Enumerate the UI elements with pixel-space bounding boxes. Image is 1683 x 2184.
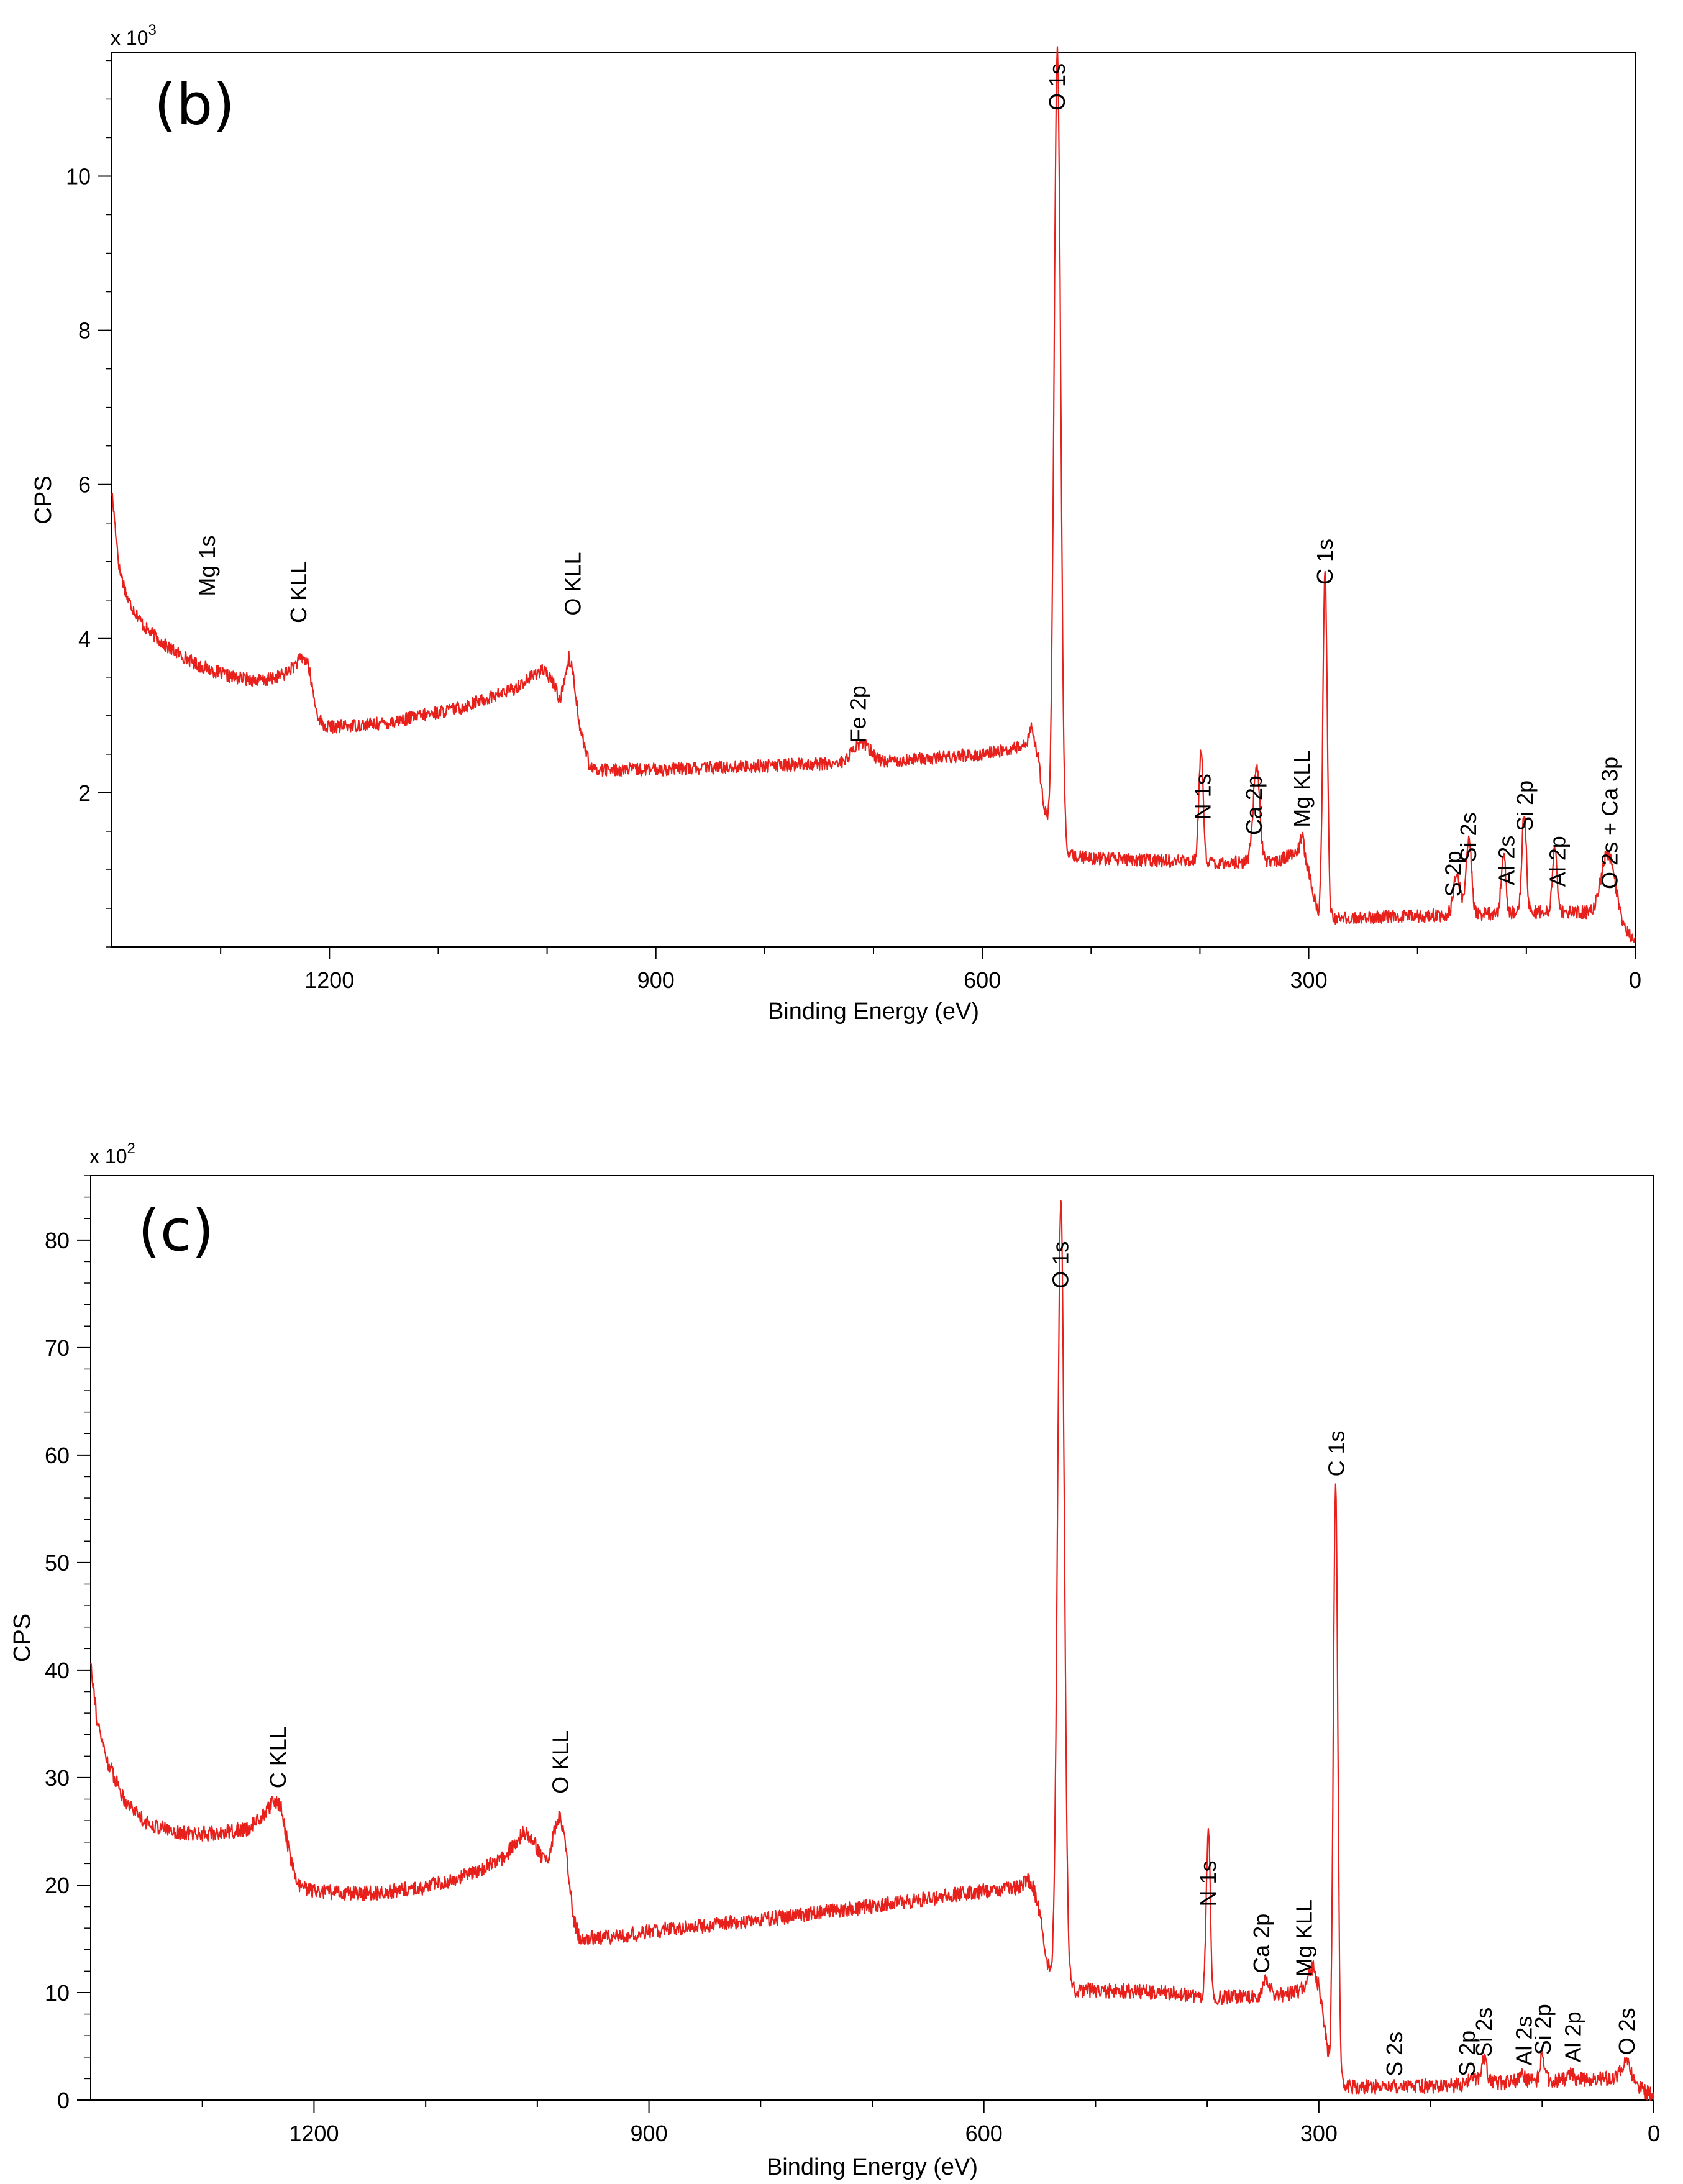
y-multiplier-c: x 102 [89,1140,135,1167]
spectrum-line-b [111,46,1636,943]
y-tick-label-c-1: 10 [45,1980,70,2006]
x-tick-label-b-3: 300 [1290,967,1328,993]
x-tick-label-b-0: 1200 [304,967,354,993]
chart-c: 1200 900 600 300 0 0 10 20 30 40 50 60 70 80 Binding E… [9,1140,1660,2180]
peak-label-c-6: Mg KLL [1291,1899,1316,1976]
panel-label-c: (c) [138,1197,214,1264]
peak-label-b-1: C KLL [286,561,311,623]
peak-label-b-10: Si 2s [1456,812,1481,862]
y-axis-title-c: CPS [9,1614,35,1662]
peak-label-c-13: O 2s [1614,2008,1640,2055]
y-multiplier-b: x 103 [111,22,157,49]
y-tick-label-b-1: 4 [78,626,91,652]
y-tick-label-c-7: 70 [45,1335,70,1361]
xps-survey-panel-b: 1200 900 600 300 0 2 4 6 8 10 Binding Energy (eV) C… [0,0,1683,1056]
peak-label-c-11: Si 2p [1530,2004,1556,2055]
y-tick-label-c-5: 50 [45,1550,70,1576]
plot-frame-c [90,1175,1654,2101]
y-tick-label-b-0: 2 [78,780,91,806]
chart-b: 1200 900 600 300 0 2 4 6 8 10 Binding Energy (eV) C… [30,22,1641,1025]
peak-label-b-0: Mg 1s [194,536,220,596]
y-tick-label-c-6: 60 [45,1443,70,1468]
x-tick-label-c-2: 600 [965,2121,1003,2146]
y-tick-label-c-3: 30 [45,1765,70,1791]
peak-label-c-10: Al 2s [1512,2016,1537,2066]
x-tick-label-c-4: 0 [1648,2121,1660,2146]
peak-label-b-6: N 1s [1190,774,1216,820]
peak-label-c-7: S 2s [1382,2032,1407,2077]
y-axis-title-b: CPS [30,475,57,524]
panel-label-b: (b) [154,71,235,138]
spectrum-line-c [89,1200,1655,2101]
x-tick-label-b-2: 600 [964,967,1001,993]
peak-label-c-0: C KLL [265,1726,291,1788]
xps-survey-panel-c: 1200 900 600 300 0 0 10 20 30 40 50 60 70 80 Binding E… [0,1118,1683,2184]
peak-label-b-9: S 2p [1441,851,1466,897]
x-tick-label-c-3: 300 [1300,2121,1338,2146]
x-axis-title-c: Binding Energy (eV) [767,2154,978,2180]
peak-label-b-4: O 1s [1044,63,1070,111]
y-tick-label-c-8: 80 [45,1228,70,1253]
plot-frame-b [111,52,1636,948]
peak-label-c-12: Al 2p [1561,2011,1586,2062]
peak-label-c-9: Si 2s [1471,2008,1497,2057]
peak-label-b-12: Si 2p [1512,780,1538,831]
x-tick-label-b-1: 900 [637,967,675,993]
x-tick-label-c-0: 1200 [289,2121,339,2146]
peak-label-b-5: C 1s [1312,539,1338,585]
peak-label-b-7: Ca 2p [1241,775,1267,835]
peak-label-c-1: O KLL [548,1730,573,1794]
y-tick-label-c-2: 20 [45,1873,70,1898]
y-tick-label-b-4: 10 [66,163,91,189]
peak-label-b-13: Al 2p [1545,836,1571,887]
x-axis-title-b: Binding Energy (eV) [768,998,979,1025]
peak-label-c-2: O 1s [1048,1241,1074,1289]
y-tick-label-c-0: 0 [57,2088,70,2113]
x-tick-label-b-4: 0 [1629,967,1641,993]
peak-label-c-3: C 1s [1324,1430,1349,1476]
y-tick-label-b-2: 6 [78,472,91,498]
peak-label-b-8: Mg KLL [1289,751,1315,828]
y-tick-label-b-3: 8 [78,318,91,344]
peak-label-c-4: N 1s [1195,1861,1221,1907]
x-tick-label-c-1: 900 [631,2121,668,2146]
peak-label-b-14: O 2s + Ca 3p [1597,757,1623,889]
peak-label-b-3: Fe 2p [845,685,870,742]
y-tick-label-c-4: 40 [45,1658,70,1683]
peak-label-c-8: S 2p [1454,2031,1480,2077]
peak-label-b-11: Al 2s [1494,836,1519,885]
peak-label-c-5: Ca 2p [1249,1914,1274,1973]
peak-label-b-2: O KLL [560,552,586,616]
